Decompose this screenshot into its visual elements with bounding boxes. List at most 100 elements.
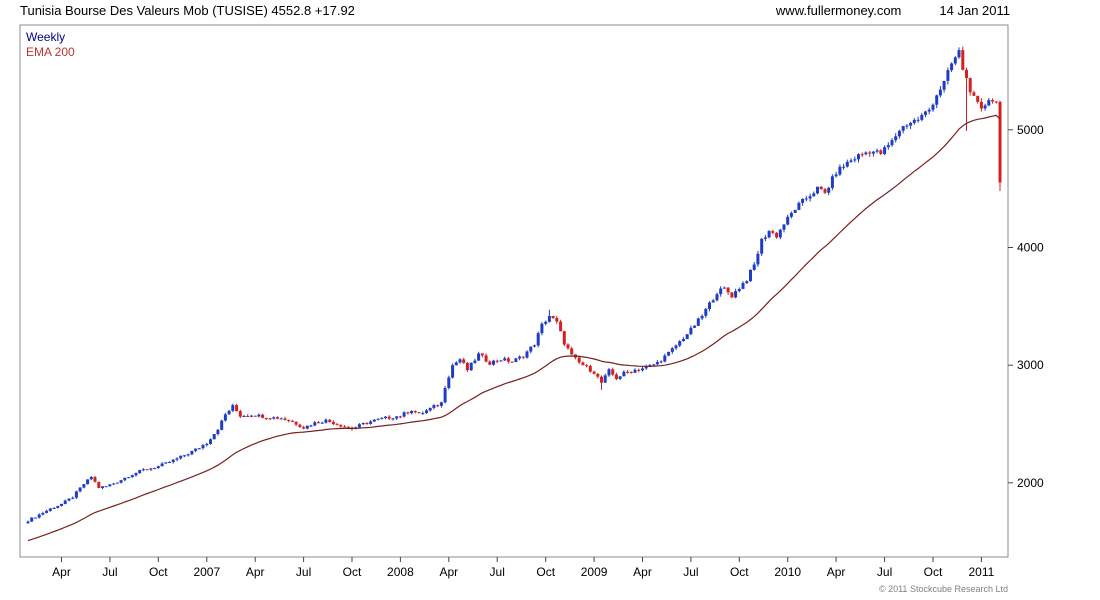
candle-body bbox=[931, 104, 935, 110]
candle-body bbox=[220, 420, 224, 430]
candle-body bbox=[719, 288, 723, 295]
candle-body bbox=[749, 269, 752, 282]
candle-body bbox=[592, 371, 596, 374]
candle-body bbox=[763, 237, 767, 239]
x-axis-label: Apr bbox=[827, 565, 846, 579]
candle-body bbox=[227, 410, 231, 415]
candle-body bbox=[536, 333, 540, 346]
candle-body bbox=[756, 253, 760, 265]
candle-body bbox=[641, 368, 644, 371]
candle-body bbox=[376, 418, 380, 420]
x-axis-label: 2010 bbox=[774, 565, 801, 579]
candle-body bbox=[104, 486, 108, 488]
candle-body bbox=[715, 294, 719, 301]
candle-body bbox=[212, 434, 216, 440]
candle-body bbox=[957, 50, 961, 58]
candle-body bbox=[484, 355, 488, 362]
candle-body bbox=[652, 364, 656, 366]
candle-body bbox=[823, 189, 827, 193]
candle-body bbox=[276, 417, 279, 419]
candle-body bbox=[60, 503, 63, 506]
x-axis-label: Oct bbox=[924, 565, 943, 579]
candle-body bbox=[871, 151, 875, 154]
candle-body bbox=[901, 126, 905, 131]
candle-body bbox=[231, 405, 235, 411]
candle-body bbox=[987, 100, 991, 106]
candle-body bbox=[410, 411, 414, 414]
candle-body bbox=[488, 361, 492, 365]
candle-body bbox=[97, 481, 101, 488]
x-axis-label: Apr bbox=[439, 565, 458, 579]
x-axis-label: Apr bbox=[633, 565, 652, 579]
candle-body bbox=[924, 111, 927, 115]
candle-body bbox=[156, 466, 160, 469]
candle-body bbox=[205, 443, 209, 446]
candle-body bbox=[644, 366, 648, 369]
candle-body bbox=[752, 264, 756, 270]
candle-body bbox=[704, 308, 708, 316]
candle-body bbox=[600, 376, 603, 383]
candle-body bbox=[261, 414, 265, 418]
candle-body bbox=[518, 356, 522, 359]
candle-body bbox=[782, 224, 786, 230]
candle-body bbox=[521, 356, 525, 358]
y-axis-label: 4000 bbox=[1017, 241, 1044, 255]
candle-body bbox=[685, 334, 689, 339]
candle-body bbox=[849, 160, 853, 162]
candle-body bbox=[525, 351, 529, 358]
candle-body bbox=[767, 231, 771, 238]
candle-body bbox=[309, 425, 313, 427]
candle-body bbox=[816, 186, 819, 194]
candle-body bbox=[771, 231, 775, 233]
candle-body bbox=[979, 101, 983, 109]
candle-body bbox=[830, 176, 834, 188]
candle-body bbox=[711, 300, 715, 303]
candle-body bbox=[82, 484, 86, 488]
candle-body bbox=[238, 411, 242, 417]
candle-body bbox=[115, 482, 119, 484]
candle-body bbox=[793, 209, 797, 213]
x-axis-label: Jul bbox=[102, 565, 117, 579]
candle-body bbox=[387, 416, 391, 419]
candle-body bbox=[968, 78, 972, 93]
candle-body bbox=[305, 425, 309, 429]
candle-body bbox=[607, 369, 611, 376]
candle-body bbox=[127, 477, 131, 479]
candle-body bbox=[700, 315, 704, 319]
candle-body bbox=[998, 101, 1002, 183]
candle-body bbox=[279, 418, 283, 420]
candle-body bbox=[268, 418, 272, 420]
candle-body bbox=[71, 497, 75, 499]
candle-body bbox=[335, 424, 339, 426]
candle-body bbox=[320, 422, 324, 424]
legend: Weekly EMA 200 bbox=[26, 30, 75, 60]
candle-body bbox=[503, 358, 507, 361]
candle-body bbox=[812, 193, 816, 197]
ema-line bbox=[27, 114, 1001, 542]
candle-body bbox=[339, 424, 343, 427]
candle-body bbox=[86, 479, 90, 485]
candle-body bbox=[588, 365, 592, 372]
candle-body bbox=[37, 514, 41, 518]
candle-body bbox=[235, 405, 239, 412]
candle-body bbox=[585, 365, 589, 367]
candle-body bbox=[343, 426, 347, 428]
candle-body bbox=[253, 415, 257, 417]
candle-body bbox=[425, 410, 428, 414]
candle-body bbox=[801, 198, 805, 203]
candle-body bbox=[272, 417, 276, 419]
candle-body bbox=[983, 105, 987, 109]
candle-body bbox=[436, 405, 440, 407]
candle-body bbox=[514, 358, 518, 362]
x-axis-label: Oct bbox=[536, 565, 555, 579]
candle-body bbox=[101, 486, 104, 488]
candle-body bbox=[804, 198, 808, 200]
x-axis-label: Oct bbox=[343, 565, 362, 579]
candle-body bbox=[346, 426, 350, 428]
candle-body bbox=[283, 418, 287, 420]
candle-body bbox=[868, 152, 872, 154]
candle-body bbox=[629, 372, 633, 373]
candle-body bbox=[458, 359, 462, 363]
candle-body bbox=[302, 427, 306, 429]
